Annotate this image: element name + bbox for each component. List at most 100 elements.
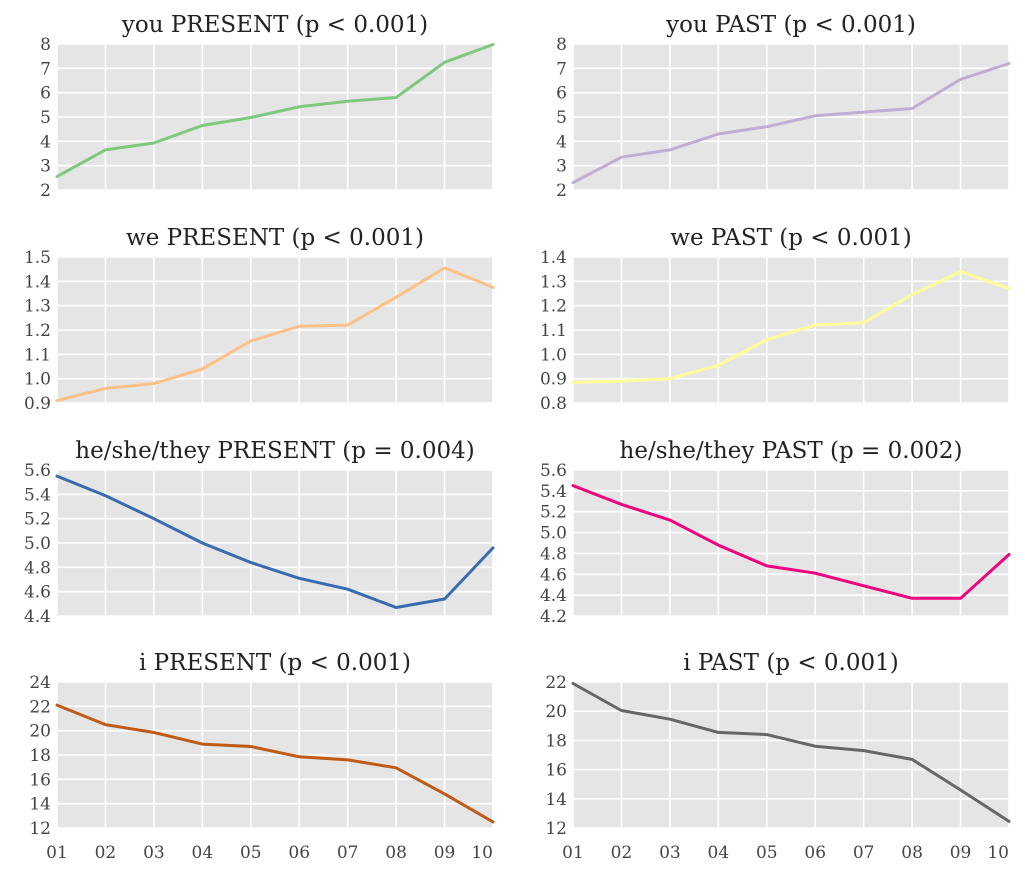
panel-he-she-they-present: he/she/they PRESENT (p = 0.004) 4.4 4.6 4.… [7, 436, 511, 626]
panel-you-past: you PAST (p < 0.001) 2 3 4 5 6 7 8 [523, 10, 1025, 200]
series-line [55, 474, 495, 609]
x-tick-label: 07 [337, 843, 359, 863]
chart-plot: 4.4 4.6 4.8 5.0 5.2 5.4 5.6 [24, 461, 495, 626]
y-tick-label: 4.4 [540, 586, 567, 606]
chart-title: he/she/they PRESENT (p = 0.004) [75, 438, 475, 464]
chart-title: i PAST (p < 0.001) [683, 650, 899, 676]
x-tick-label: 01 [562, 843, 584, 863]
y-tick-label: 1.1 [540, 321, 567, 341]
chart-title: i PRESENT (p < 0.001) [139, 650, 411, 676]
y-tick-label: 1.4 [540, 248, 567, 268]
y-tick-label: 5 [40, 108, 51, 128]
y-tick-label: 12 [545, 819, 567, 839]
chart-plot: 2 3 4 5 6 7 8 [40, 35, 495, 200]
y-tick-label: 2 [556, 181, 567, 200]
y-tick-label: 4.6 [540, 565, 567, 585]
plot-background [573, 470, 1009, 616]
series-line [55, 43, 495, 179]
panel-he-she-they-past: he/she/they PAST (p = 0.002) 4.2 4.4 4.6 4.… [523, 436, 1025, 626]
y-tick-label: 5.2 [540, 503, 567, 523]
y-tick-label: 22 [29, 697, 51, 717]
x-tick-label: 03 [143, 843, 165, 863]
panel-i-past: i PAST (p < 0.001) 12 14 16 18 20 22 01 02 03 04 0… [523, 648, 1025, 868]
y-tick-label: 3 [40, 157, 51, 177]
panel-we-past: we PAST (p < 0.001) 0.8 0.9 1.0 1.1 1.2 1.3 1.… [523, 223, 1025, 413]
y-tick-label: 0.8 [540, 394, 567, 413]
plot-background [573, 682, 1009, 828]
y-tick-label: 4.8 [24, 558, 51, 578]
y-tick-label: 18 [545, 731, 567, 751]
chart-title: he/she/they PAST (p = 0.002) [619, 438, 963, 464]
series-line [571, 62, 1011, 185]
chart-title: we PAST (p < 0.001) [670, 225, 912, 251]
y-tick-label: 1.0 [24, 370, 51, 390]
y-tick-label: 8 [40, 35, 51, 55]
y-tick-label: 7 [40, 59, 51, 79]
x-tick-label: 02 [95, 843, 117, 863]
y-tick-label: 24 [29, 673, 51, 693]
y-tick-label: 5.4 [24, 485, 51, 505]
chart-plot: 4.24.44.64.85.05.25.45.6 [540, 461, 1011, 626]
series-line [55, 266, 495, 403]
chart-title: you PRESENT (p < 0.001) [121, 12, 429, 38]
y-tick-label: 20 [29, 722, 51, 742]
y-tick-label: 1.2 [540, 297, 567, 317]
y-tick-label: 5.6 [540, 461, 567, 481]
y-tick-label: 0.9 [24, 394, 51, 413]
y-tick-label: 1.2 [24, 321, 51, 341]
x-tick-label: 03 [659, 843, 681, 863]
y-tick-label: 4.2 [540, 607, 567, 626]
y-tick-label: 1.5 [24, 248, 51, 268]
y-tick-label: 1.1 [24, 345, 51, 365]
y-tick-label: 5.0 [540, 524, 567, 544]
y-tick-label: 6 [40, 84, 51, 104]
y-tick-label: 3 [556, 157, 567, 177]
y-tick-label: 4 [556, 132, 567, 152]
panel-i-present: i PRESENT (p < 0.001) 12 14 16 18 20 22 24 01 02… [7, 648, 511, 868]
y-tick-label: 16 [29, 770, 51, 790]
y-tick-label: 5.4 [540, 482, 567, 502]
y-tick-label: 1.3 [540, 272, 567, 292]
chart-title: you PAST (p < 0.001) [666, 12, 916, 38]
x-tick-label: 08 [385, 843, 407, 863]
y-tick-label: 14 [545, 790, 567, 810]
chart-plot: 0.8 0.9 1.0 1.1 1.2 1.3 1.4 [540, 248, 1011, 413]
y-tick-label: 5.0 [24, 534, 51, 554]
y-tick-label: 4.8 [540, 544, 567, 564]
y-tick-label: 1.4 [24, 272, 51, 292]
y-tick-label: 20 [545, 702, 567, 722]
x-tick-label: 09 [434, 843, 456, 863]
x-tick-label: 06 [288, 843, 310, 863]
x-tick-label: 10 [987, 843, 1009, 863]
series-line [55, 703, 495, 824]
chart-plot: 2 3 4 5 6 7 8 [556, 35, 1011, 200]
y-tick-label: 0.9 [540, 370, 567, 390]
chart-plot: 0.9 1.0 1.1 1.2 1.3 1.4 1.5 [24, 248, 495, 413]
x-tick-label: 02 [611, 843, 633, 863]
y-tick-label: 4.4 [24, 607, 51, 626]
x-tick-label: 01 [46, 843, 68, 863]
y-tick-label: 8 [556, 35, 567, 55]
y-tick-label: 16 [545, 761, 567, 781]
y-tick-label: 5.6 [24, 461, 51, 481]
x-tick-label: 10 [471, 843, 493, 863]
y-tick-label: 14 [29, 795, 51, 815]
x-tick-label: 08 [901, 843, 923, 863]
y-tick-label: 2 [40, 181, 51, 200]
y-tick-label: 1.0 [540, 345, 567, 365]
y-tick-label: 22 [545, 673, 567, 693]
y-tick-label: 6 [556, 84, 567, 104]
series-line [571, 270, 1011, 384]
x-tick-label: 07 [853, 843, 875, 863]
y-tick-label: 12 [29, 819, 51, 839]
y-tick-label: 1.3 [24, 297, 51, 317]
x-tick-label: 06 [804, 843, 826, 863]
y-tick-label: 5 [556, 108, 567, 128]
chart-title: we PRESENT (p < 0.001) [126, 225, 424, 251]
panel-you-present: you PRESENT (p < 0.001) 2 3 4 5 6 7 8 [7, 10, 511, 200]
chart-plot: 12 14 16 18 20 22 24 01 02 03 04 05 06 07 08 09 10 [29, 673, 495, 863]
x-tick-label: 04 [708, 843, 730, 863]
y-tick-label: 4.6 [24, 583, 51, 603]
series-line [571, 682, 1011, 823]
